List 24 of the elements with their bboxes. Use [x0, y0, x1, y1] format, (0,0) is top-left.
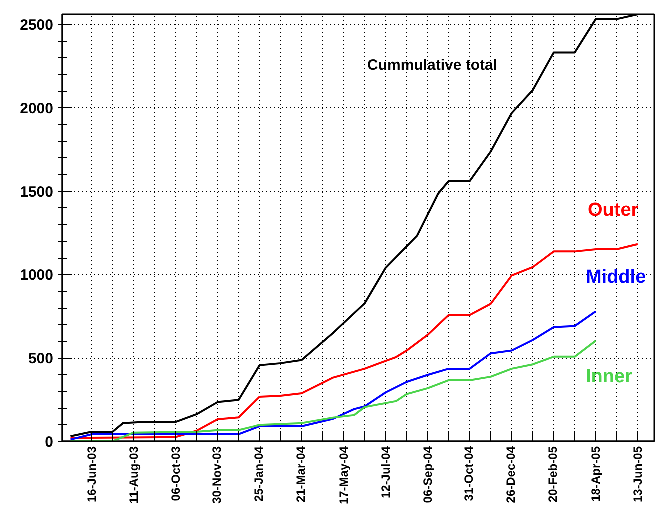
x-tick-label: 18-Apr-05: [588, 446, 603, 502]
x-tick-label: 31-Oct-04: [462, 446, 476, 502]
series-label: Inner: [586, 366, 634, 388]
x-tick-label: 21-Mar-04: [294, 446, 308, 503]
x-tick-label: 30-Nov-03: [210, 446, 224, 504]
y-tick-label: 2000: [20, 100, 54, 118]
x-tick-label: 20-Feb-05: [546, 446, 560, 503]
x-tick-label: 13-Jun-05: [630, 446, 645, 503]
x-tick-label: 16-Jun-03: [84, 446, 99, 503]
x-tick-label: 12-Jul-04: [378, 446, 393, 499]
y-tick-label: 500: [28, 350, 54, 368]
y-tick-label: 0: [45, 434, 54, 451]
x-tick-label: 11-Aug-03: [126, 446, 141, 504]
x-tick-label: 17-May-04: [336, 446, 351, 505]
text: Cummulative total: [368, 57, 498, 74]
x-tick-label: 06-Oct-03: [168, 446, 183, 502]
x-tick-label: 25-Jan-04: [252, 446, 266, 502]
x-tick-label: 06-Sep-04: [420, 446, 435, 504]
series-label: Outer: [588, 200, 640, 221]
series-label: Middle: [586, 267, 646, 288]
y-tick-label: 2500: [20, 17, 54, 34]
x-tick-label: 26-Dec-04: [504, 446, 518, 504]
y-tick-label: 1500: [20, 184, 54, 201]
y-tick-label: 1000: [20, 267, 54, 284]
